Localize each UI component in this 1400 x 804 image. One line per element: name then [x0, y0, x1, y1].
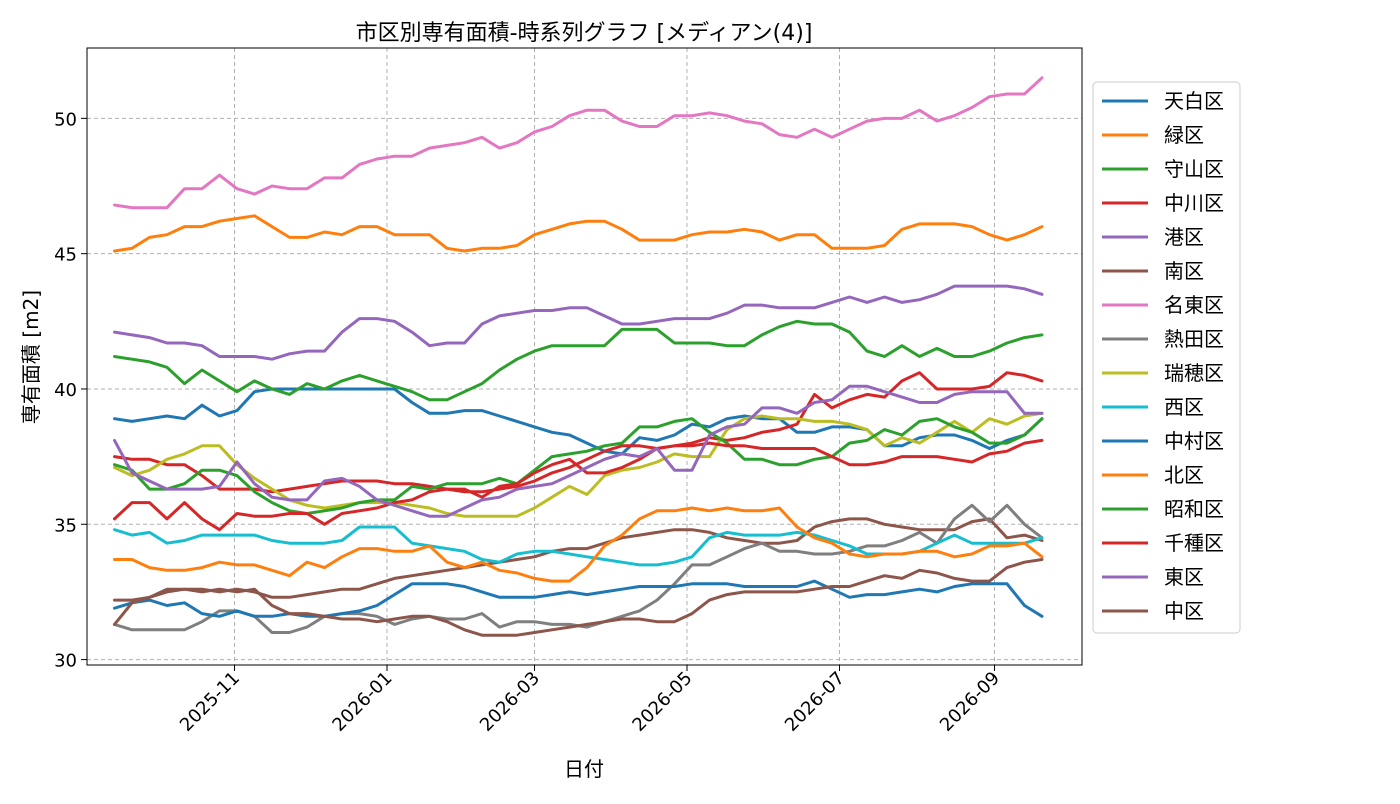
y-tick-label: 45: [54, 245, 77, 266]
legend-item: 天白区: [1102, 89, 1224, 113]
x-tick-label: 2026-01: [328, 668, 396, 736]
legend-label: 東区: [1164, 565, 1204, 589]
legend-label: 中村区: [1164, 429, 1224, 453]
legend: 天白区緑区守山区中川区港区南区名東区熱田区瑞穂区西区中村区北区昭和区千種区東区中…: [1092, 81, 1241, 634]
legend-label: 南区: [1164, 259, 1204, 283]
series-line: [113, 558, 1044, 637]
legend-label: 名東区: [1164, 293, 1224, 317]
legend-item: 東区: [1102, 565, 1204, 589]
legend-label: 熱田区: [1164, 327, 1224, 351]
x-tick-label: 2026-09: [936, 668, 1004, 736]
legend-item: 緑区: [1102, 123, 1204, 147]
legend-item: 港区: [1102, 225, 1204, 249]
legend-item: 南区: [1102, 259, 1204, 283]
legend-frame: [1092, 81, 1241, 634]
legend-item: 瑞穂区: [1102, 361, 1224, 385]
legend-label: 中区: [1164, 599, 1204, 623]
series-line: [113, 76, 1044, 210]
legend-item: 北区: [1102, 463, 1204, 487]
legend-item: 熱田区: [1102, 327, 1224, 351]
series-line: [113, 525, 1044, 567]
x-tick-label: 2025-11: [176, 668, 244, 736]
legend-label: 北区: [1164, 463, 1204, 487]
series-line: [113, 438, 1044, 532]
x-axis-label: 日付: [564, 757, 604, 781]
series-line: [113, 411, 1044, 518]
legend-label: 中川区: [1164, 191, 1224, 215]
series-line: [113, 284, 1044, 361]
legend-item: 守山区: [1102, 157, 1224, 181]
legend-item: 昭和区: [1102, 497, 1224, 521]
legend-items: 天白区緑区守山区中川区港区南区名東区熱田区瑞穂区西区中村区北区昭和区千種区東区中…: [1102, 89, 1224, 623]
chart-title: 市区別専有面積-時系列グラフ [メディアン(4)]: [356, 21, 813, 46]
y-axis: 30 35 40 45 50: [54, 109, 87, 672]
y-tick-label: 40: [54, 380, 77, 401]
series-line: [113, 579, 1044, 618]
x-axis: 2025-11 2026-01 2026-03 2026-05 2026-07 2026-…: [176, 665, 1004, 736]
x-tick-label: 2026-03: [476, 668, 544, 736]
series-line: [113, 319, 1044, 402]
series-line: [113, 384, 1044, 518]
legend-label: 守山区: [1164, 157, 1224, 181]
legend-item: 千種区: [1102, 531, 1224, 555]
y-tick-label: 30: [54, 651, 77, 672]
legend-item: 中村区: [1102, 429, 1224, 453]
legend-label: 瑞穂区: [1164, 361, 1224, 385]
y-tick-label: 50: [54, 109, 77, 130]
series-lines: [113, 76, 1044, 637]
series-line: [113, 506, 1044, 583]
legend-label: 千種区: [1164, 531, 1224, 555]
y-tick-label: 35: [54, 515, 77, 536]
series-line: [113, 417, 1044, 515]
legend-label: 緑区: [1164, 123, 1204, 147]
grid-lines: [87, 48, 1082, 665]
legend-item: 中区: [1102, 599, 1204, 623]
legend-item: 中川区: [1102, 191, 1224, 215]
legend-item: 西区: [1102, 395, 1204, 419]
plot-frame: [86, 47, 1083, 666]
legend-label: 港区: [1164, 225, 1204, 249]
series-line: [113, 214, 1044, 253]
series-line: [113, 371, 1044, 494]
x-tick-label: 2026-07: [781, 668, 849, 736]
y-axis-label: 専有面積 [m2]: [19, 290, 43, 424]
legend-item: 名東区: [1102, 293, 1224, 317]
legend-label: 西区: [1164, 395, 1204, 419]
legend-label: 天白区: [1164, 89, 1224, 113]
x-tick-label: 2026-05: [628, 668, 696, 736]
series-line: [113, 517, 1044, 602]
legend-label: 昭和区: [1164, 497, 1224, 521]
